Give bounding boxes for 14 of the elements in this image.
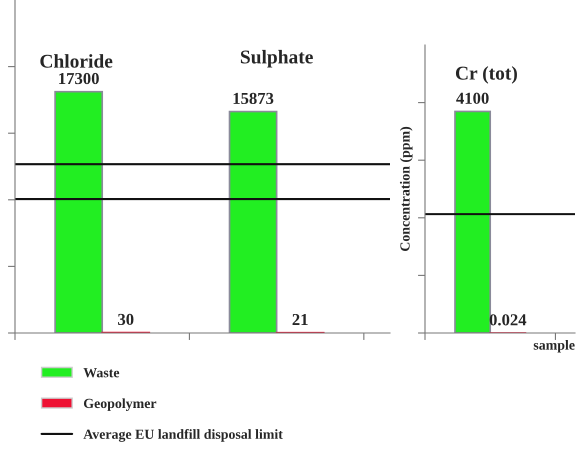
category-label: Sulphate	[240, 50, 313, 68]
data-label: 15873	[234, 92, 274, 104]
data-label: 30	[118, 314, 134, 326]
data-label: 4100	[456, 92, 489, 104]
legend-label: Geopolymer	[84, 398, 156, 411]
y-axis-title: Concentration (ppm)	[400, 126, 412, 252]
data-label: 21	[292, 314, 308, 325]
legend-label: Average EU landfill disposal limit	[83, 429, 283, 442]
chart-title: Cr (tot)	[456, 66, 517, 84]
x-axis-title: sample	[534, 340, 575, 353]
data-label: 0.024	[490, 314, 526, 326]
legend-label: Waste	[83, 368, 120, 378]
data-label: 17300	[59, 72, 99, 84]
category-label: Chloride	[40, 54, 112, 68]
